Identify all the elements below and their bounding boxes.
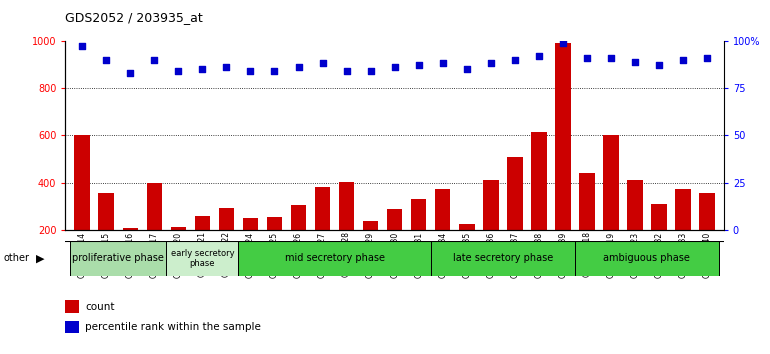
Bar: [195, 216, 210, 230]
Point: [629, 59, 641, 64]
Bar: [435, 189, 450, 230]
Point: [76, 44, 89, 49]
Point: [340, 68, 353, 74]
Point: [293, 64, 305, 70]
Text: ambiguous phase: ambiguous phase: [604, 253, 691, 263]
Bar: [675, 189, 691, 230]
Bar: [483, 181, 498, 230]
Text: late secretory phase: late secretory phase: [453, 253, 553, 263]
Text: other: other: [4, 253, 30, 263]
Point: [413, 63, 425, 68]
Text: proliferative phase: proliferative phase: [72, 253, 164, 263]
Bar: [699, 193, 715, 230]
Point: [437, 61, 449, 66]
Point: [484, 61, 497, 66]
Bar: [363, 221, 378, 230]
Bar: [459, 224, 474, 230]
Bar: [430, 241, 575, 276]
Bar: [122, 228, 138, 230]
Bar: [603, 135, 618, 230]
Point: [148, 57, 160, 62]
Bar: [219, 207, 234, 230]
Bar: [555, 43, 571, 230]
Point: [509, 57, 521, 62]
Point: [196, 66, 209, 72]
Bar: [65, 320, 79, 333]
Point: [388, 64, 400, 70]
Point: [220, 64, 233, 70]
Text: ▶: ▶: [35, 253, 45, 263]
Point: [268, 68, 280, 74]
Point: [100, 57, 112, 62]
Bar: [99, 193, 114, 230]
Bar: [411, 199, 427, 230]
Point: [533, 53, 545, 59]
Bar: [339, 182, 354, 230]
Point: [460, 66, 473, 72]
Bar: [146, 183, 162, 230]
Bar: [291, 205, 306, 230]
Point: [604, 55, 617, 61]
Bar: [387, 209, 403, 230]
Point: [701, 55, 713, 61]
Point: [124, 70, 136, 76]
Bar: [315, 188, 330, 230]
Bar: [243, 218, 258, 230]
Bar: [239, 241, 430, 276]
Text: mid secretory phase: mid secretory phase: [285, 253, 384, 263]
Bar: [266, 217, 283, 230]
Text: count: count: [85, 302, 115, 312]
Point: [677, 57, 689, 62]
Bar: [507, 157, 523, 230]
Point: [244, 68, 256, 74]
Point: [364, 68, 377, 74]
Text: early secretory
phase: early secretory phase: [171, 249, 234, 268]
Bar: [627, 181, 643, 230]
Bar: [651, 204, 667, 230]
Point: [557, 40, 569, 45]
Bar: [70, 241, 166, 276]
Point: [653, 63, 665, 68]
Bar: [65, 300, 79, 313]
Bar: [75, 135, 90, 230]
Point: [581, 55, 593, 61]
Bar: [166, 241, 239, 276]
Bar: [531, 132, 547, 230]
Bar: [575, 241, 719, 276]
Bar: [579, 173, 594, 230]
Bar: [171, 227, 186, 230]
Text: GDS2052 / 203935_at: GDS2052 / 203935_at: [65, 11, 203, 24]
Point: [316, 61, 329, 66]
Point: [172, 68, 185, 74]
Text: percentile rank within the sample: percentile rank within the sample: [85, 322, 261, 332]
